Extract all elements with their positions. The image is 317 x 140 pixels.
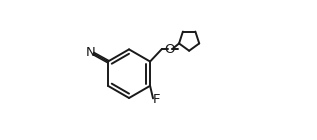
Text: N: N	[86, 46, 95, 59]
Text: F: F	[152, 93, 160, 106]
Text: O: O	[165, 43, 175, 55]
